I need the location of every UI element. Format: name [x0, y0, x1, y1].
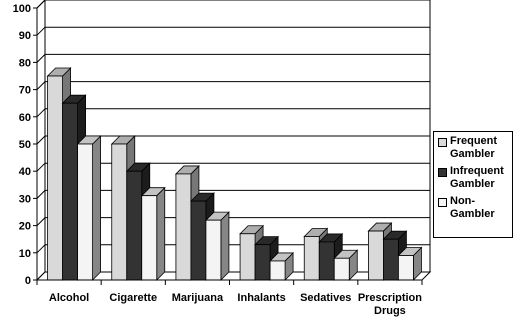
bar-non--gambler-3 [269, 251, 295, 281]
gridline-side-70 [36, 81, 46, 90]
gridline-side-60 [36, 108, 46, 118]
bar-front [175, 173, 192, 281]
bar-front [190, 200, 207, 281]
bar-front [368, 230, 384, 281]
legend-label-frequent-gambler: Frequent Gambler [450, 135, 498, 160]
bar-front [62, 102, 78, 281]
bar-front [333, 257, 350, 281]
bar-front [205, 219, 222, 281]
bar-side [92, 135, 101, 281]
legend-item-frequent-gambler: Frequent Gambler [438, 135, 510, 161]
bar-front [141, 195, 158, 281]
y-tick-label: 50 [19, 139, 31, 151]
bar-side [156, 186, 166, 281]
bar-front [269, 260, 286, 281]
gridline-side-100 [36, 0, 46, 9]
y-tick-label: 30 [19, 193, 31, 205]
legend-label-infrequent-gambler: Infrequent Gambler [450, 165, 504, 190]
gridline-side-80 [36, 54, 46, 63]
legend-swatch-non-gambler [438, 198, 447, 207]
y-tick-label: 0 [25, 275, 31, 287]
y-tick-label: 20 [19, 221, 31, 233]
x-tick-label: Inhalants [237, 292, 285, 304]
bar-front [398, 255, 414, 281]
legend-item-non-gambler: Non- Gambler [438, 195, 510, 221]
bar-non--gambler-5 [397, 246, 423, 281]
y-tick-label: 40 [19, 166, 31, 178]
bar-non--gambler-2 [204, 211, 230, 281]
bar-front [47, 75, 63, 281]
x-tick-label: Alcohol [49, 292, 89, 304]
bar-front [318, 241, 335, 281]
x-tick-label: Cigarette [109, 292, 157, 304]
gridline-side-20 [36, 217, 46, 226]
x-tick-label: Drugs [374, 305, 406, 317]
bar-non--gambler-0 [76, 135, 102, 281]
y-tick-label: 100 [13, 3, 31, 15]
bar-front [111, 143, 128, 281]
y-tick-label: 10 [19, 248, 31, 260]
y-tick-label: 70 [19, 85, 31, 97]
bar-front [77, 143, 93, 281]
bar-front [383, 238, 399, 281]
bar-front [254, 244, 271, 281]
gridline-side-40 [36, 162, 46, 172]
x-tick-label: Marijuana [172, 292, 224, 304]
legend-swatch-infrequent-gambler [438, 168, 447, 177]
legend: Frequent Gambler Infrequent Gambler Non-… [433, 131, 513, 238]
bar-non--gambler-4 [333, 249, 359, 281]
gridline-side-50 [36, 135, 46, 145]
bar-front [239, 233, 256, 281]
bar-front [126, 170, 143, 281]
legend-item-infrequent-gambler: Infrequent Gambler [438, 165, 510, 191]
y-tick-label: 80 [19, 57, 31, 69]
bar-front [303, 236, 320, 281]
gridline-side-30 [36, 190, 46, 199]
y-tick-label: 90 [19, 30, 31, 42]
legend-label-non-gambler: Non- Gambler [450, 195, 495, 220]
x-tick-label: Prescription [358, 292, 422, 304]
gridline-side-10 [36, 244, 46, 254]
y-tick-label: 60 [19, 112, 31, 124]
x-tick-label: Sedatives [300, 292, 351, 304]
bar-side [220, 211, 230, 281]
legend-swatch-frequent-gambler [438, 138, 447, 147]
gridline-side-90 [36, 26, 46, 36]
bar-non--gambler-1 [140, 186, 166, 281]
